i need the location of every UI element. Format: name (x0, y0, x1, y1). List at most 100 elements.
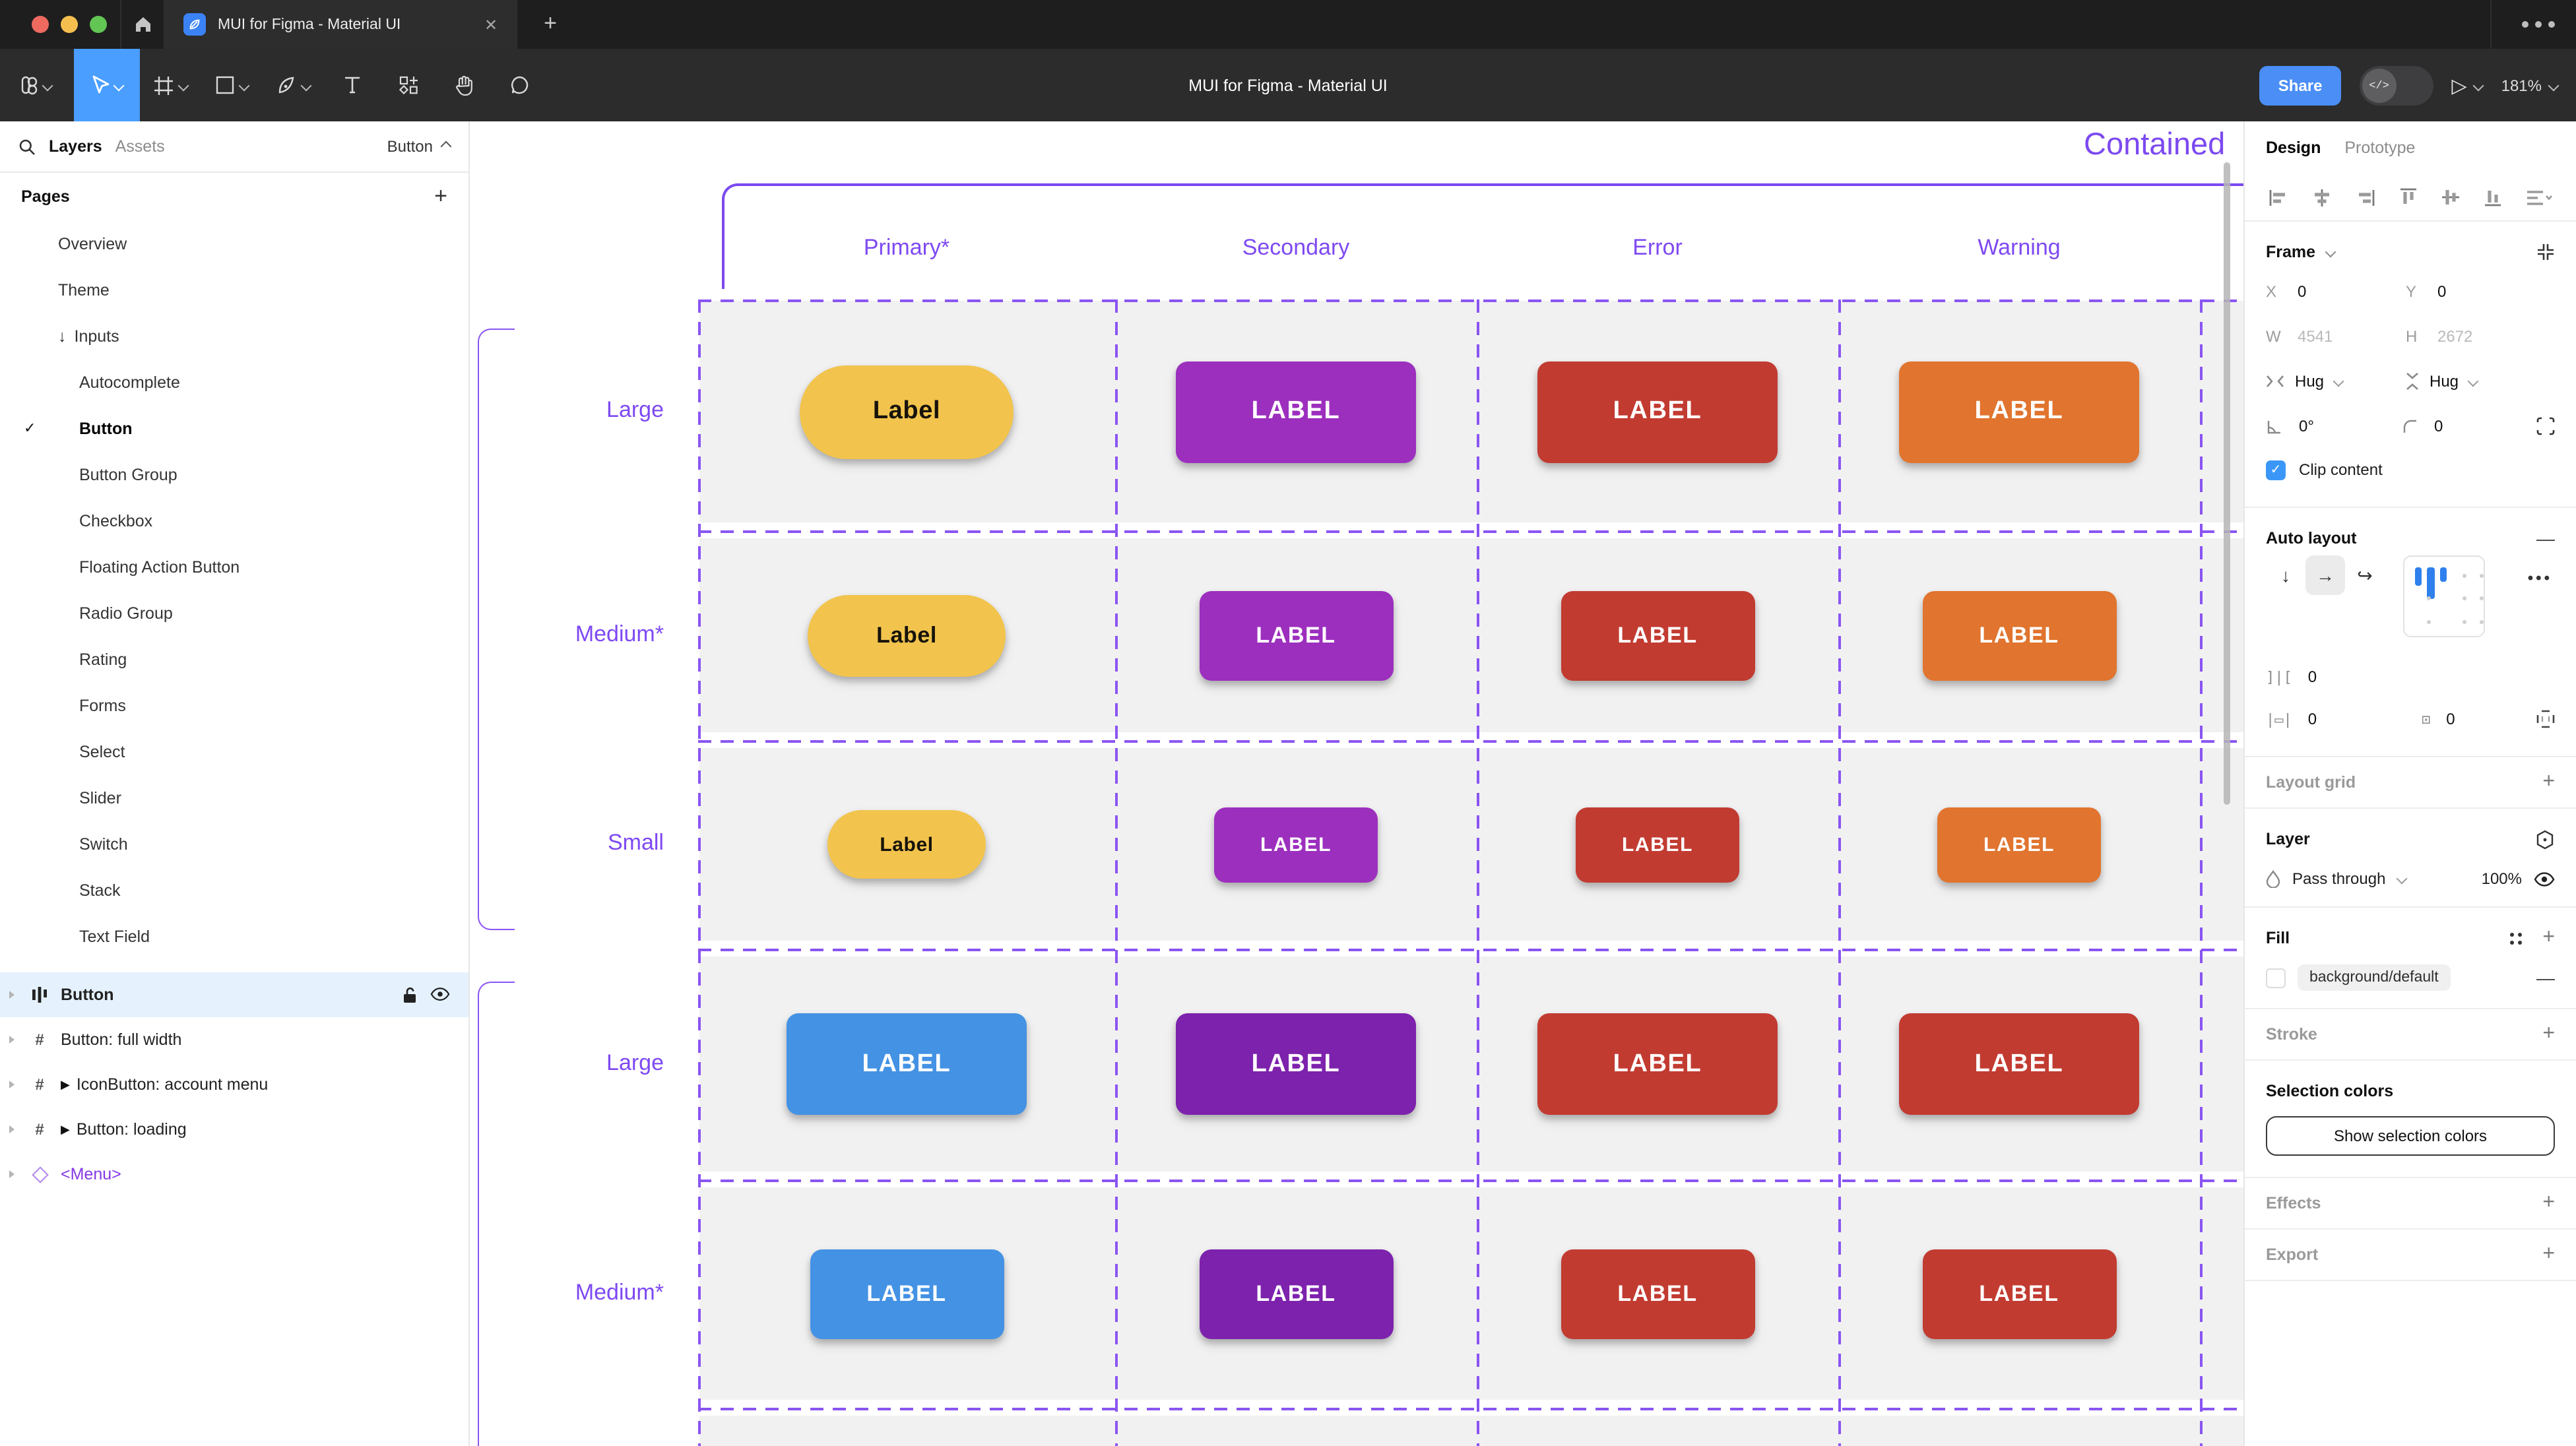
text-tool-button[interactable] (325, 49, 380, 121)
corner-radius-field[interactable]: 0 (2401, 417, 2536, 435)
close-window-button[interactable] (32, 16, 49, 33)
sidebar-page-button-group[interactable]: Button Group (0, 451, 468, 497)
disclosure-icon[interactable] (9, 1081, 15, 1088)
tab-assets[interactable]: Assets (115, 137, 165, 156)
visibility-eye-icon[interactable] (430, 986, 450, 1001)
canvas-button-medium-primary[interactable]: LABEL (810, 1249, 1004, 1338)
column-header-primary[interactable]: Primary* (863, 235, 950, 260)
rotation-field[interactable]: 0° (2266, 417, 2401, 435)
sidebar-page-switch[interactable]: Switch (0, 821, 468, 867)
row-label[interactable]: Large (606, 1050, 664, 1075)
page-selector[interactable]: Button (387, 137, 452, 156)
row-label[interactable]: Medium* (575, 1279, 664, 1304)
independent-corners-button[interactable] (2536, 417, 2555, 435)
horizontal-padding-field[interactable]: |▭| 0 (2266, 710, 2317, 728)
clip-content-row[interactable]: ✓ Clip content (2266, 449, 2555, 491)
align-bottom-button[interactable] (2484, 187, 2502, 207)
main-menu-button[interactable] (5, 49, 63, 121)
sidebar-page-select[interactable]: Select (0, 728, 468, 774)
fill-color-swatch[interactable] (2266, 968, 2286, 988)
add-export-button[interactable]: + (2542, 1243, 2555, 1265)
canvas-button-medium-error[interactable]: LABEL (1561, 590, 1755, 680)
independent-padding-button[interactable] (2536, 710, 2555, 728)
sidebar-page-overview[interactable]: Overview (0, 220, 468, 267)
canvas-button-large-error[interactable]: LABEL (1537, 1013, 1778, 1115)
horizontal-resizing-select[interactable]: Hug (2266, 372, 2406, 391)
zoom-window-button[interactable] (90, 16, 107, 33)
remove-fill-button[interactable]: — (2536, 967, 2555, 988)
canvas-button-large-primary[interactable]: LABEL (787, 1013, 1027, 1115)
sidebar-page-inputs[interactable]: ↓ Inputs (0, 313, 468, 359)
align-top-button[interactable] (2399, 187, 2418, 207)
disclosure-icon[interactable] (9, 1170, 15, 1178)
column-header-secondary[interactable]: Secondary (1242, 235, 1350, 260)
sidebar-page-autocomplete[interactable]: Autocomplete (0, 359, 468, 405)
layer-row-iconbutton-account-menu[interactable]: # ▶ IconButton: account menu (0, 1062, 468, 1107)
sidebar-page-text-field[interactable]: Text Field (0, 913, 468, 959)
row-label[interactable]: Small (607, 830, 664, 855)
canvas-button-large-primary[interactable]: Label (800, 365, 1014, 458)
styles-icon[interactable] (2507, 929, 2524, 947)
canvas-button-large-warning[interactable]: LABEL (1899, 1013, 2139, 1115)
column-header-warning[interactable]: Warning (1978, 235, 2061, 260)
gap-field[interactable]: ]|[ 0 (2266, 668, 2317, 686)
frame-title[interactable]: Contained (2084, 127, 2226, 161)
fill-token-chip[interactable]: background/default (2298, 964, 2451, 991)
canvas-button-medium-error[interactable]: LABEL (1561, 1249, 1755, 1338)
disclosure-icon[interactable] (9, 991, 15, 999)
minimize-window-button[interactable] (61, 16, 78, 33)
hand-tool-button[interactable] (435, 49, 491, 121)
canvas-button-medium-secondary[interactable]: LABEL (1199, 1249, 1393, 1338)
canvas-button-large-warning[interactable]: LABEL (1899, 361, 2139, 462)
sidebar-page-theme[interactable]: Theme (0, 267, 468, 313)
blend-mode-select[interactable]: Pass through (2292, 869, 2386, 888)
sidebar-page-slider[interactable]: Slider (0, 774, 468, 821)
add-stroke-button[interactable]: + (2542, 1022, 2555, 1045)
layout-horizontal-button[interactable]: → (2305, 555, 2345, 595)
layer-row-button-full-width[interactable]: # Button: full width (0, 1017, 468, 1062)
blend-mode-icon[interactable] (2535, 829, 2555, 849)
layout-vertical-button[interactable]: ↓ (2281, 565, 2290, 586)
dev-mode-toggle[interactable]: </> (2359, 65, 2433, 105)
row-group-bracket[interactable] (478, 329, 515, 930)
search-icon[interactable] (18, 138, 36, 155)
row-group-bracket[interactable] (478, 982, 515, 1446)
frame-tool-button[interactable] (140, 49, 201, 121)
chevron-down-icon[interactable] (2324, 246, 2336, 258)
column-header-error[interactable]: Error (1632, 235, 1683, 260)
sidebar-page-rating[interactable]: Rating (0, 636, 468, 682)
visibility-eye-icon[interactable] (2534, 871, 2555, 886)
canvas-button-small-warning[interactable]: LABEL (1937, 807, 2101, 882)
canvas-button-small-error[interactable]: LABEL (1576, 807, 1739, 882)
share-button[interactable]: Share (2259, 65, 2341, 105)
close-tab-icon[interactable]: ✕ (484, 15, 498, 34)
add-fill-button[interactable]: + (2542, 926, 2555, 949)
canvas-button-small-primary[interactable]: Label (827, 810, 986, 879)
disclosure-icon[interactable] (9, 1125, 15, 1133)
present-button[interactable]: ▷ (2452, 73, 2485, 97)
remove-auto-layout-button[interactable]: — (2536, 528, 2555, 549)
pen-tool-button[interactable] (261, 49, 325, 121)
opacity-field[interactable]: 100% (2481, 869, 2522, 888)
new-tab-button[interactable]: + (544, 11, 557, 36)
show-selection-colors-button[interactable]: Show selection colors (2266, 1116, 2555, 1156)
disclosure-icon[interactable] (9, 1036, 15, 1044)
sidebar-page-forms[interactable]: Forms (0, 682, 468, 728)
vertical-padding-field[interactable]: ⊡ 0 (2422, 710, 2455, 728)
unlock-icon[interactable] (402, 986, 417, 1003)
auto-layout-more-button[interactable]: ••• (2527, 569, 2552, 587)
align-right-button[interactable] (2356, 188, 2375, 206)
add-effect-button[interactable]: + (2542, 1191, 2555, 1214)
comment-tool-button[interactable] (491, 49, 546, 121)
height-field[interactable]: H 2672 (2406, 327, 2473, 346)
canvas-button-large-error[interactable]: LABEL (1537, 361, 1778, 462)
canvas-button-medium-warning[interactable]: LABEL (1922, 590, 2116, 680)
add-layout-grid-button[interactable]: + (2542, 770, 2555, 793)
layer-row-button-loading[interactable]: # ▶ Button: loading (0, 1107, 468, 1152)
file-tab[interactable]: MUI for Figma - Material UI ✕ (165, 0, 517, 49)
clip-content-checkbox[interactable]: ✓ (2266, 460, 2286, 480)
sidebar-page-checkbox[interactable]: Checkbox (0, 497, 468, 544)
row-label[interactable]: Large (606, 397, 664, 422)
